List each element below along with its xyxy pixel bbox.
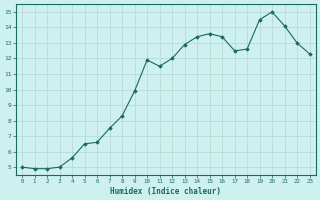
X-axis label: Humidex (Indice chaleur): Humidex (Indice chaleur) — [110, 187, 221, 196]
